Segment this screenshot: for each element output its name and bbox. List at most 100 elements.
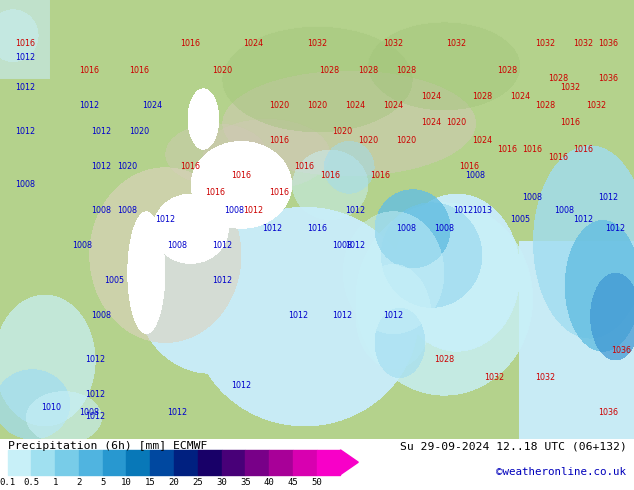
Text: Precipitation (6h) [mm] ECMWF: Precipitation (6h) [mm] ECMWF xyxy=(8,441,207,451)
Text: 1012: 1012 xyxy=(231,381,251,391)
Text: 1024: 1024 xyxy=(345,101,365,110)
Text: 1: 1 xyxy=(53,478,58,487)
Text: 1020: 1020 xyxy=(269,101,289,110)
Text: 1005: 1005 xyxy=(510,215,530,224)
Text: 1012: 1012 xyxy=(243,206,264,215)
Text: 1028: 1028 xyxy=(358,66,378,74)
Text: 1028: 1028 xyxy=(548,74,568,83)
Text: 1016: 1016 xyxy=(231,171,251,180)
Text: 1016: 1016 xyxy=(129,66,150,74)
Text: 1012: 1012 xyxy=(345,206,365,215)
Text: 1005: 1005 xyxy=(104,276,124,285)
Text: 1032: 1032 xyxy=(535,373,555,382)
Text: 1012: 1012 xyxy=(155,215,175,224)
Text: 1016: 1016 xyxy=(180,162,200,171)
Text: 0.5: 0.5 xyxy=(23,478,39,487)
Text: 1028: 1028 xyxy=(472,92,492,101)
Text: 1028: 1028 xyxy=(535,101,555,110)
Text: 1010: 1010 xyxy=(41,403,61,413)
Text: 1032: 1032 xyxy=(307,39,327,49)
Text: 1036: 1036 xyxy=(611,346,631,355)
Text: 1016: 1016 xyxy=(370,171,391,180)
Text: 1008: 1008 xyxy=(91,206,112,215)
Text: 1012: 1012 xyxy=(15,52,36,62)
Text: 1016: 1016 xyxy=(294,162,314,171)
Text: 1012: 1012 xyxy=(91,162,112,171)
Text: 1012: 1012 xyxy=(15,83,36,92)
Text: 1020: 1020 xyxy=(307,101,327,110)
Bar xyxy=(32,450,55,474)
Text: 1012: 1012 xyxy=(15,127,36,136)
Text: 1032: 1032 xyxy=(573,39,593,49)
Text: 1008: 1008 xyxy=(72,241,93,250)
Text: 1020: 1020 xyxy=(212,66,232,74)
Text: 1028: 1028 xyxy=(320,66,340,74)
Text: 1012: 1012 xyxy=(91,127,112,136)
Text: 1012: 1012 xyxy=(79,101,99,110)
Text: 1008: 1008 xyxy=(434,223,454,233)
Text: 1032: 1032 xyxy=(560,83,581,92)
Text: 15: 15 xyxy=(145,478,155,487)
Text: 1008: 1008 xyxy=(396,223,416,233)
Bar xyxy=(245,450,269,474)
Text: 1024: 1024 xyxy=(142,101,162,110)
Text: 1016: 1016 xyxy=(205,189,226,197)
Text: 1016: 1016 xyxy=(269,189,289,197)
Text: 1036: 1036 xyxy=(598,74,619,83)
Text: 1008: 1008 xyxy=(79,408,99,416)
Bar xyxy=(269,450,293,474)
Text: 1008: 1008 xyxy=(15,180,36,189)
Bar xyxy=(174,450,198,474)
Text: 1016: 1016 xyxy=(180,39,200,49)
Text: 1008: 1008 xyxy=(117,206,137,215)
Text: 1012: 1012 xyxy=(573,215,593,224)
Text: 1008: 1008 xyxy=(167,241,188,250)
Text: 45: 45 xyxy=(288,478,298,487)
Text: 5: 5 xyxy=(100,478,105,487)
Text: 1012: 1012 xyxy=(85,390,105,399)
Bar xyxy=(198,450,221,474)
Bar xyxy=(317,450,340,474)
Text: Su 29-09-2024 12..18 UTC (06+132): Su 29-09-2024 12..18 UTC (06+132) xyxy=(399,441,626,451)
Bar xyxy=(293,450,316,474)
Text: 1020: 1020 xyxy=(396,136,416,145)
Bar xyxy=(103,450,127,474)
Text: 1012: 1012 xyxy=(262,223,283,233)
Bar xyxy=(127,450,150,474)
Text: 2: 2 xyxy=(76,478,82,487)
Text: 1020: 1020 xyxy=(332,127,353,136)
Text: 1012: 1012 xyxy=(383,311,403,320)
Text: 1012: 1012 xyxy=(212,276,232,285)
Text: 1016: 1016 xyxy=(269,136,289,145)
Text: 1032: 1032 xyxy=(535,39,555,49)
Text: 1012: 1012 xyxy=(332,311,353,320)
Text: 1020: 1020 xyxy=(446,118,467,127)
Text: 1008: 1008 xyxy=(554,206,574,215)
Text: 1016: 1016 xyxy=(497,145,517,153)
Text: 1032: 1032 xyxy=(446,39,467,49)
Text: 1016: 1016 xyxy=(522,145,543,153)
Text: 1016: 1016 xyxy=(320,171,340,180)
Text: 1032: 1032 xyxy=(484,373,505,382)
Text: 1020: 1020 xyxy=(117,162,137,171)
Text: 1016: 1016 xyxy=(79,66,99,74)
Text: 35: 35 xyxy=(240,478,250,487)
Text: 1008: 1008 xyxy=(332,241,353,250)
Bar xyxy=(55,450,79,474)
Text: 1028: 1028 xyxy=(434,355,454,364)
Text: 1012: 1012 xyxy=(212,241,232,250)
Text: 1024: 1024 xyxy=(510,92,530,101)
Text: 30: 30 xyxy=(216,478,227,487)
Text: 1008: 1008 xyxy=(91,311,112,320)
Text: 50: 50 xyxy=(311,478,322,487)
Text: 1024: 1024 xyxy=(383,101,403,110)
Text: 1008: 1008 xyxy=(465,171,486,180)
Text: 1024: 1024 xyxy=(472,136,492,145)
Text: 1008: 1008 xyxy=(224,206,245,215)
Text: 1012: 1012 xyxy=(345,241,365,250)
Text: 20: 20 xyxy=(169,478,179,487)
Text: 1012: 1012 xyxy=(453,206,473,215)
Text: 1012: 1012 xyxy=(85,355,105,364)
Text: 25: 25 xyxy=(193,478,203,487)
Text: 1013: 1013 xyxy=(472,206,492,215)
